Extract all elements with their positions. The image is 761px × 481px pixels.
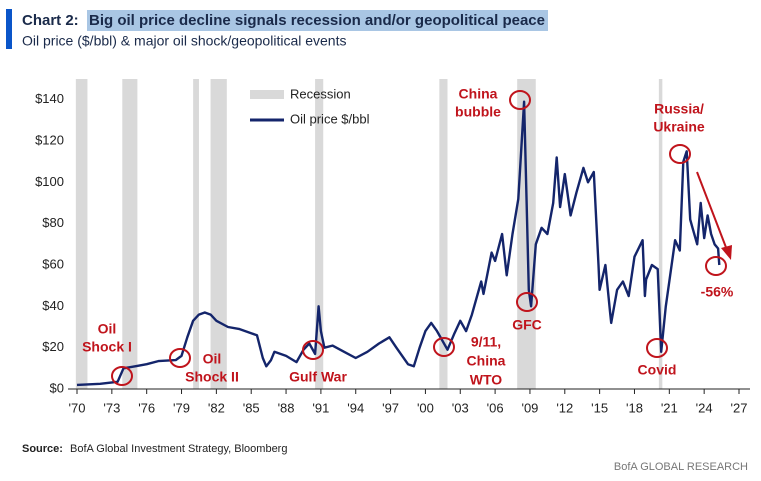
legend-label: Recession [290,86,351,101]
recession-band [75,79,88,389]
x-tick-label: '12 [556,400,573,415]
y-tick-label: $120 [35,132,64,147]
annotation-circle [169,348,191,368]
y-tick-label: $100 [35,174,64,189]
annotation: -56% [701,284,734,300]
annotation: Shock I [82,339,132,355]
x-tick-label: '21 [661,400,678,415]
x-tick-label: '03 [452,400,469,415]
annotation: Shock II [185,369,239,385]
x-tick-label: '73 [103,400,120,415]
annotation-circle [516,292,538,312]
recession-band [439,79,448,389]
chart-subtitle: Oil price ($/bbl) & major oil shock/geop… [22,33,346,49]
recession-band [658,79,663,389]
x-tick-label: '06 [487,400,504,415]
annotation: bubble [455,104,501,120]
chart-title: Big oil price decline signals recession … [89,12,545,29]
x-tick-label: '94 [347,400,364,415]
annotation: Russia/ [654,101,704,117]
source: BofA Global Investment Strategy, Bloombe… [70,443,287,455]
arrow-shaft [696,171,728,251]
legend-swatch [250,90,284,99]
recession-band [210,79,227,389]
annotation-circle [705,256,727,276]
y-tick-label: $140 [35,91,64,106]
annotation: China [459,86,498,102]
annotation-circle [509,90,531,110]
x-tick-label: '70 [69,400,86,415]
title-highlight [87,10,548,31]
x-tick-label: '00 [417,400,434,415]
legend-label: Oil price $/bbl [290,111,370,126]
x-tick-label: '85 [243,400,260,415]
x-tick-label: '24 [696,400,713,415]
annotation-circle [111,366,133,386]
y-tick-label: $40 [42,298,64,313]
x-tick-label: '82 [208,400,225,415]
y-tick-label: $60 [42,256,64,271]
arrow-head [721,245,732,260]
annotation: Covid [638,362,677,378]
annotation: Gulf War [289,369,347,385]
annotation: 9/11, [471,334,501,350]
x-tick-label: '09 [521,400,538,415]
annotation: Ukraine [653,119,705,135]
annotation-circle [669,144,691,164]
x-tick-label: '91 [312,400,329,415]
x-tick-label: '15 [591,400,608,415]
y-tick-label: $80 [42,215,64,230]
x-tick-label: '18 [626,400,643,415]
x-tick-label: '79 [173,400,190,415]
annotation: GFC [512,317,542,333]
annotation: Oil [203,351,222,367]
y-tick-label: $20 [42,339,64,354]
annotation: Oil [98,321,117,337]
annotation-circle [433,337,455,357]
source-label: Source: [22,443,63,455]
x-tick-label: '27 [731,400,748,415]
x-tick-label: '76 [138,400,155,415]
footer: BofA GLOBAL RESEARCH [614,461,748,473]
x-tick-label: '88 [278,400,295,415]
annotation-circle [646,338,668,358]
title-accent [6,9,12,49]
annotation: WTO [470,372,503,388]
y-tick-label: $0 [50,380,64,395]
recession-band [122,79,138,389]
recession-band [193,79,199,389]
annotation: China [467,353,506,369]
x-tick-label: '97 [382,400,399,415]
price-line [76,100,721,387]
annotation-circle [302,340,324,360]
recession-band [315,79,324,389]
chart-label: Chart 2: [22,12,79,29]
